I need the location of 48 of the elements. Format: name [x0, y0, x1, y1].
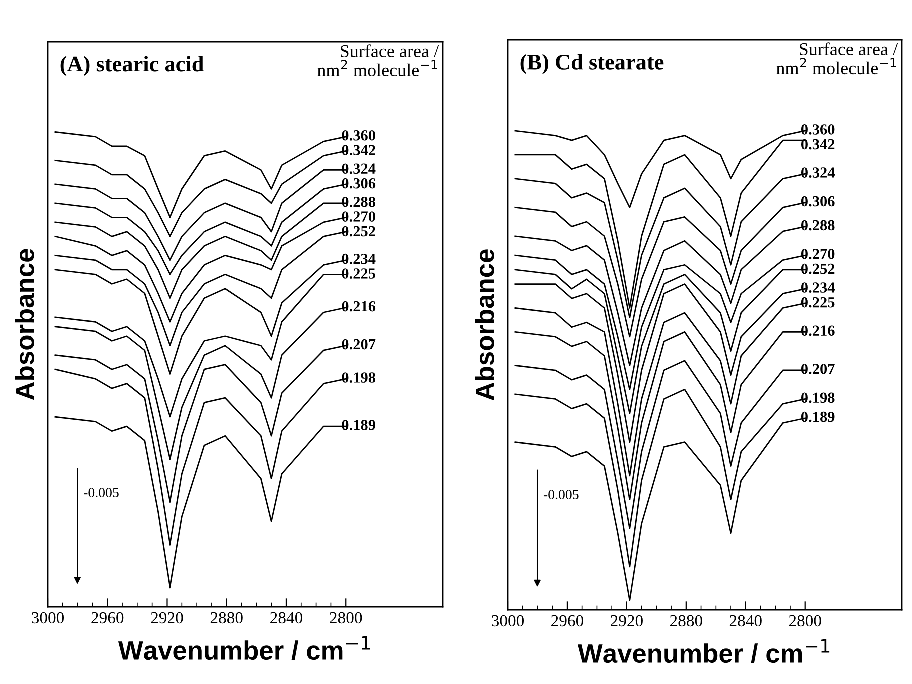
- x-tick-label: 2880: [670, 615, 702, 627]
- chart-title: (B) Cd stearate: [520, 54, 664, 74]
- series-label: 0.207: [801, 364, 835, 374]
- series-label: 0.288: [801, 220, 835, 231]
- series-label: 0.198: [801, 392, 835, 404]
- series-label: 0.216: [801, 326, 835, 336]
- series-label: 0.189: [342, 420, 376, 430]
- series-label: 0.252: [342, 226, 376, 237]
- series-label: 0.225: [801, 297, 835, 308]
- x-axis-title: Wavenumber / cm$^{−1}$: [118, 636, 370, 660]
- series-label: 0.288: [342, 196, 376, 208]
- annotation: -0.005: [544, 490, 579, 500]
- x-tick-label: 2960: [552, 615, 584, 627]
- series-label: 0.198: [342, 372, 376, 383]
- series-label: 0.360: [342, 130, 376, 141]
- series-label: 0.270: [342, 212, 376, 222]
- series-label: 0.252: [801, 264, 835, 274]
- series-label: 0.216: [342, 301, 376, 312]
- x-tick-label: 2840: [270, 612, 303, 624]
- series-label: 0.234: [801, 282, 835, 293]
- series-label: 0.324: [801, 168, 835, 178]
- y-axis-title: Absorbance: [15, 249, 34, 400]
- series-label: 0.342: [342, 145, 376, 156]
- series-label: 0.360: [801, 124, 835, 135]
- series-label: 0.270: [801, 249, 835, 260]
- x-tick-label: 2960: [92, 612, 124, 624]
- legend-title: Surface area / nm$^{2}$ molecule$^{−1}$: [776, 42, 898, 75]
- x-axis-title: Wavenumber / cm$^{−1}$: [578, 639, 830, 664]
- series-label: 0.306: [801, 196, 835, 207]
- x-tick-label: 2880: [210, 612, 243, 624]
- series-label: 0.306: [342, 178, 376, 189]
- y-axis-title: Absorbance: [475, 250, 494, 401]
- series-label: 0.225: [342, 268, 376, 279]
- series-label: 0.324: [342, 164, 376, 174]
- x-tick-label: 2800: [789, 615, 822, 627]
- x-tick-label: 2920: [151, 612, 184, 624]
- series-label: 0.207: [342, 339, 376, 350]
- chart-title: (A) stearic acid: [60, 56, 204, 76]
- x-tick-label: 2920: [611, 615, 643, 627]
- x-tick-label: 2800: [330, 612, 362, 624]
- x-tick-label: 3000: [32, 612, 64, 624]
- annotation: -0.005: [84, 488, 119, 498]
- x-tick-label: 2840: [730, 615, 762, 627]
- series-label: 0.189: [801, 412, 835, 422]
- legend-title: Surface area / nm$^{2}$ molecule$^{−1}$: [318, 44, 440, 77]
- x-tick-label: 3000: [492, 615, 524, 627]
- series-label: 0.234: [342, 254, 376, 264]
- series-label: 0.342: [801, 139, 835, 150]
